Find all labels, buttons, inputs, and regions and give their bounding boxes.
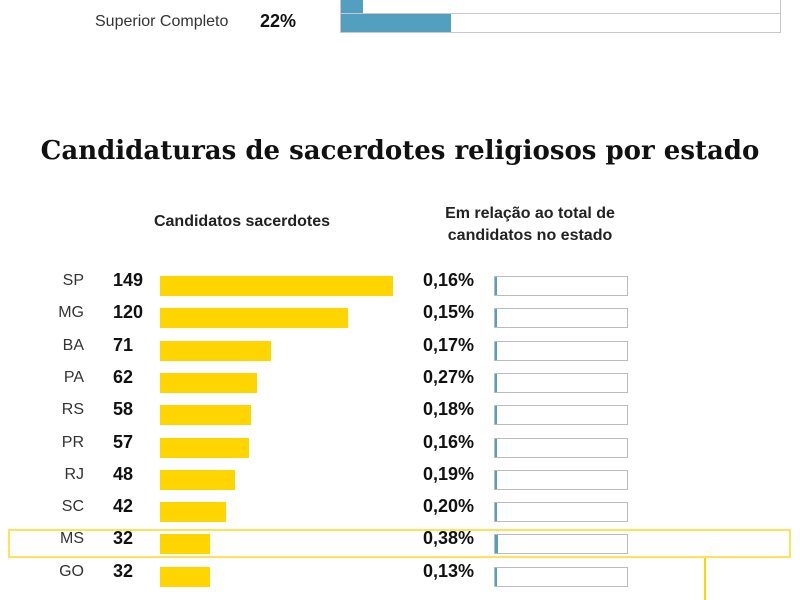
state-row-pr: PR 57 0,16% [0,428,800,460]
column-header-share: Em relação ao total de candidatos no est… [400,203,660,247]
share-bar-fill [495,341,497,360]
count-label: 120 [113,302,144,323]
state-label: PR [61,433,84,451]
count-bar [160,276,393,296]
count-bar [160,502,226,523]
share-bar-track [494,372,628,393]
count-label: 32 [113,560,134,581]
state-label: BA [62,336,84,354]
share-label: 0,13% [422,560,474,581]
count-bar [160,437,250,458]
education-percent: 22% [260,11,297,31]
share-label: 0,20% [422,496,474,517]
share-bar-fill [495,309,497,328]
state-row-sp: SP 149 0,16% [0,266,800,298]
education-bar-partial [340,0,781,14]
state-row-pa: PA 62 0,27% [0,363,800,395]
share-bar-track [494,469,628,490]
share-bar-fill [495,567,497,586]
state-label: MG [58,304,84,322]
count-bar [160,372,257,393]
count-bar [160,469,236,490]
highlight-frame [8,529,791,558]
share-bar-fill [495,438,497,457]
share-bar-track [494,405,628,426]
state-row-ba: BA 71 0,17% [0,331,800,363]
state-row-ms: MS 32 0,38% [0,524,800,556]
state-row-mg: MG 120 0,15% [0,298,800,330]
share-bar-fill [495,503,497,522]
state-label: SP [62,272,84,289]
share-bar-fill [495,406,497,425]
state-label: MS [60,530,84,548]
share-bar-fill [495,373,498,392]
count-label: 149 [113,270,144,290]
education-bar-fill [341,0,363,13]
share-bar-track [494,276,628,296]
state-row-sc: SC 42 0,20% [0,492,800,524]
share-bar-track [494,437,628,458]
share-bar-fill [495,277,497,295]
education-bar-fill [341,14,451,32]
count-label: 32 [113,528,134,549]
count-bar [160,566,211,587]
count-bar [160,534,211,555]
count-bar [160,405,251,426]
state-label: SC [61,498,84,516]
state-label: RJ [64,465,84,483]
count-label: 42 [113,496,134,517]
share-label: 0,19% [422,463,474,484]
share-label: 0,16% [422,431,474,452]
share-label: 0,16% [422,270,474,290]
count-label: 57 [113,431,134,452]
share-bar-track [494,534,628,555]
education-label: Superior Completo [95,13,229,30]
state-row-go: GO 32 0,13% [0,557,800,589]
share-bar-track [494,566,628,587]
count-label: 71 [113,334,134,355]
share-bar-fill [495,535,499,554]
count-bar [160,308,348,329]
share-label: 0,15% [422,302,474,323]
share-bar-track [494,308,628,329]
column-header-share-line1: Em relação ao total de [445,205,615,222]
chart-title: Candidaturas de sacerdotes religiosos po… [40,136,760,166]
highlight-connector [704,558,706,600]
state-label: GO [59,562,84,580]
count-label: 48 [113,463,134,484]
column-header-count: Candidatos sacerdotes [153,213,331,230]
state-row-rj: RJ 48 0,19% [0,460,800,492]
count-bar [160,340,272,361]
share-label: 0,17% [422,334,474,355]
state-label: RS [61,401,84,419]
column-header-share-line2: candidatos no estado [447,227,613,244]
share-label: 0,38% [422,528,474,549]
share-bar-track [494,340,628,361]
share-label: 0,18% [422,399,474,420]
education-bar [340,13,781,33]
share-label: 0,27% [422,366,474,387]
share-bar-track [494,502,628,523]
share-bar-fill [495,470,497,489]
count-label: 58 [113,399,134,420]
state-label: PA [63,368,84,386]
count-label: 62 [113,366,134,387]
state-row-rs: RS 58 0,18% [0,395,800,427]
